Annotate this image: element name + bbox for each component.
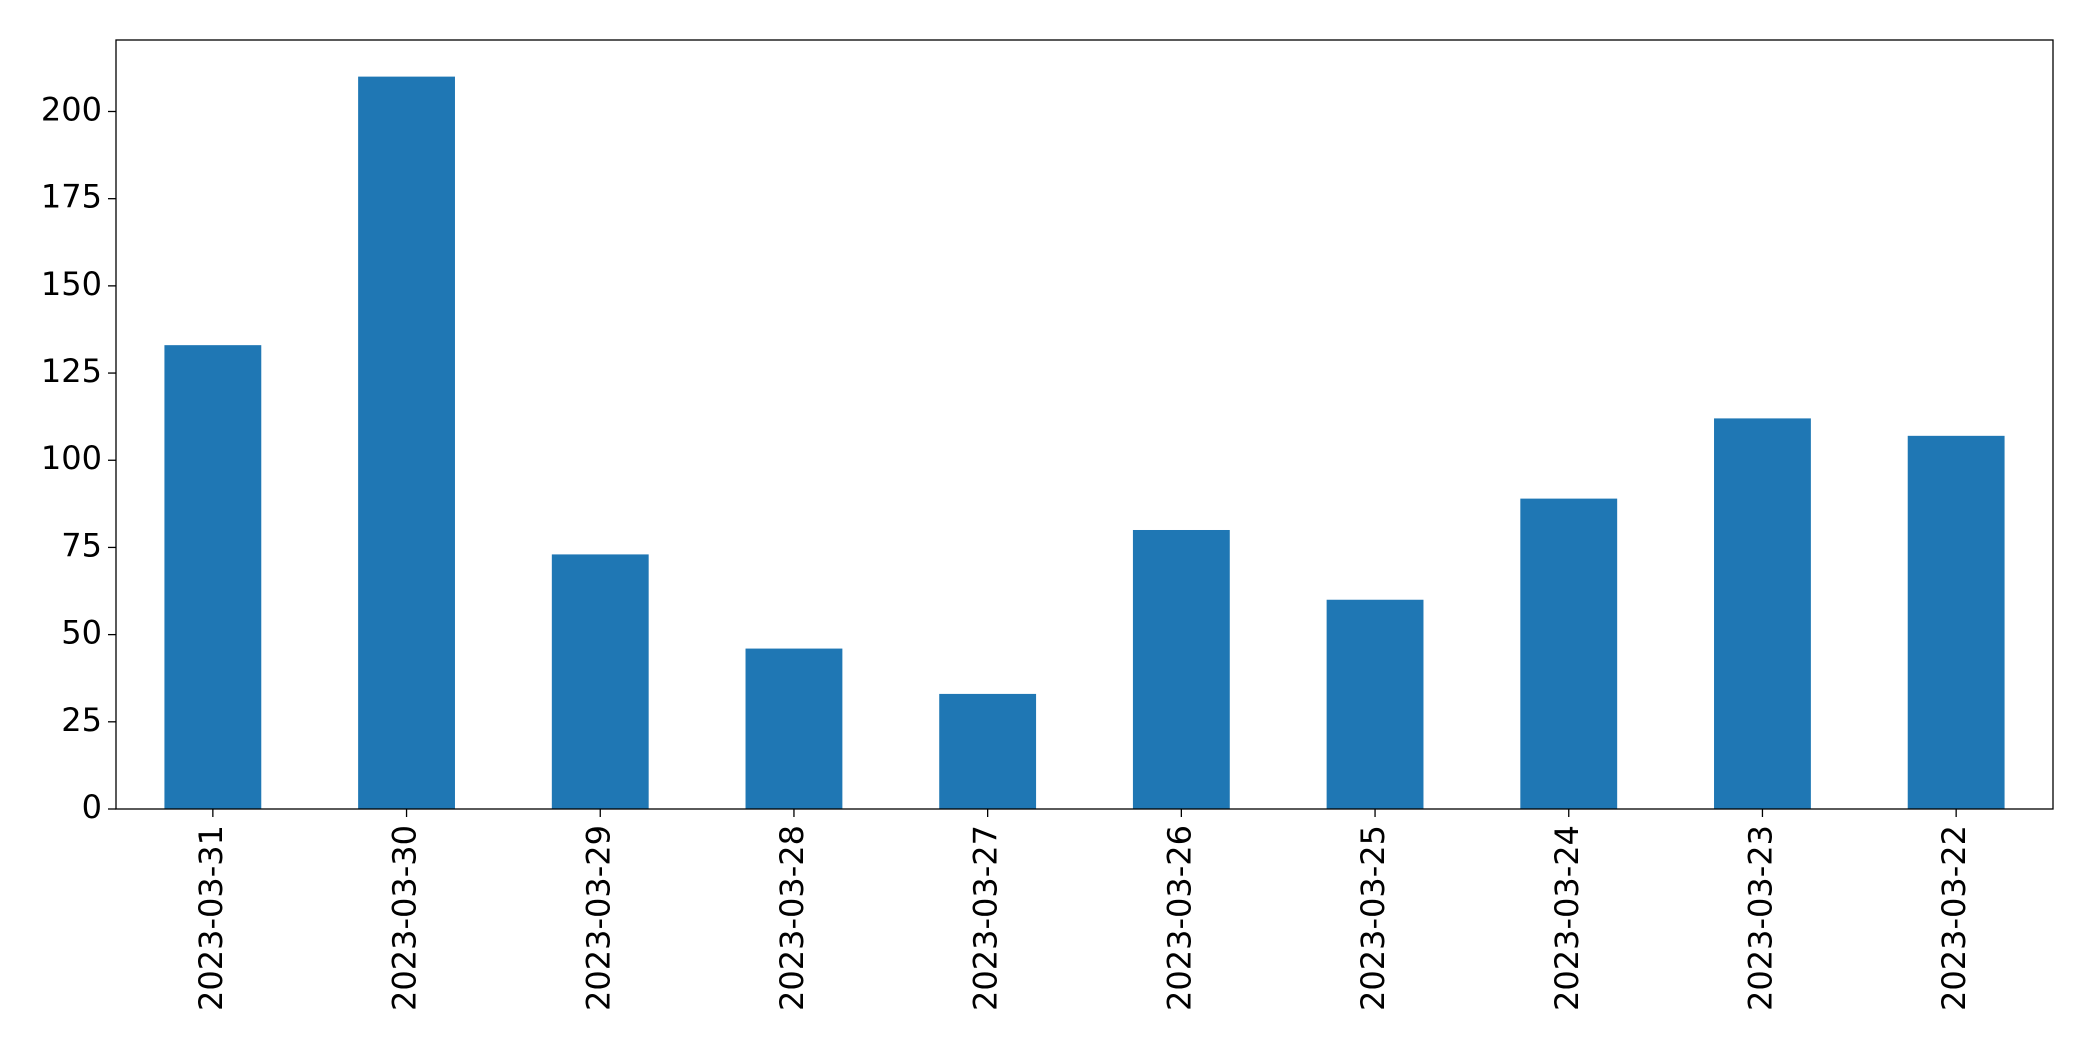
x-tick-label: 2023-03-23 — [1741, 825, 1779, 1011]
x-tick-label: 2023-03-26 — [1160, 825, 1198, 1011]
bar — [939, 693, 1037, 809]
y-tick-label: 175 — [41, 178, 102, 216]
bar — [1132, 529, 1230, 809]
y-tick-label: 75 — [61, 526, 102, 564]
bar — [358, 76, 455, 810]
bar — [1907, 435, 2005, 809]
bar — [164, 345, 262, 809]
y-tick-label: 25 — [61, 701, 102, 739]
x-tick-label: 2023-03-31 — [192, 825, 230, 1011]
x-tick-label: 2023-03-25 — [1354, 825, 1392, 1011]
x-tick-label: 2023-03-22 — [1935, 825, 1973, 1011]
x-tick-label: 2023-03-27 — [967, 825, 1005, 1011]
y-tick-label: 50 — [61, 614, 102, 652]
x-tick-label: 2023-03-29 — [579, 825, 617, 1011]
y-tick-label: 0 — [82, 788, 102, 826]
bar — [551, 554, 649, 809]
y-tick-label: 100 — [41, 439, 102, 477]
bar — [745, 648, 843, 809]
bar — [1714, 418, 1811, 809]
y-tick-label: 150 — [41, 265, 102, 303]
plot-frame — [115, 39, 2054, 810]
x-tick-label: 2023-03-30 — [386, 825, 424, 1011]
bar — [1326, 599, 1424, 809]
y-tick-label: 200 — [41, 90, 102, 128]
x-tick-label: 2023-03-24 — [1548, 825, 1586, 1011]
x-tick-label: 2023-03-28 — [773, 825, 811, 1011]
y-tick-label: 125 — [41, 352, 102, 390]
bar — [1520, 498, 1618, 809]
